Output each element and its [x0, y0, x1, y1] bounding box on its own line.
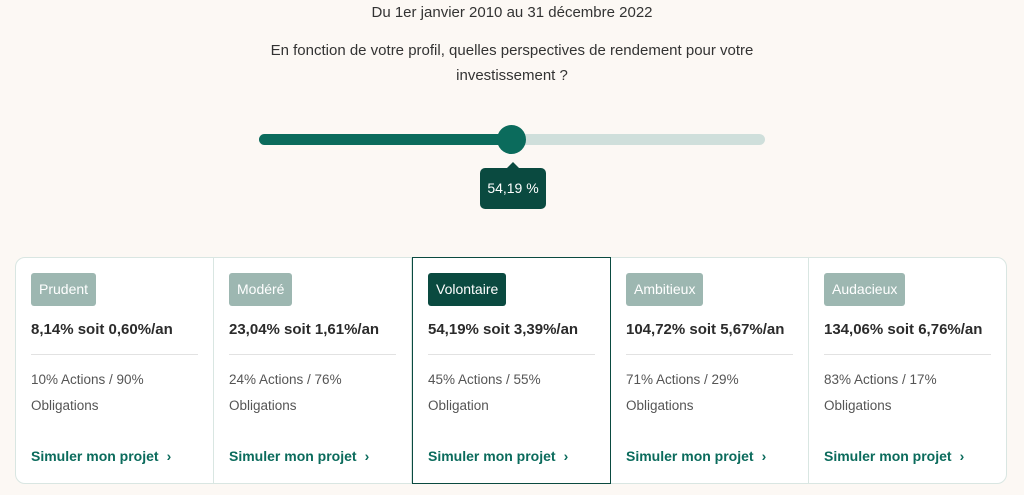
- profile-badge: Ambitieux: [626, 273, 704, 306]
- card-divider: [824, 354, 991, 355]
- profile-card-prudent[interactable]: Prudent 8,14% soit 0,60%/an 10% Actions …: [16, 258, 214, 483]
- return-slider[interactable]: [259, 125, 765, 154]
- profile-card-modere[interactable]: Modéré 23,04% soit 1,61%/an 24% Actions …: [214, 258, 412, 483]
- profile-performance: 134,06% soit 6,76%/an: [824, 321, 983, 338]
- simulate-label: Simuler mon projet: [229, 448, 357, 464]
- profile-allocation: 24% Actions / 76% Obligations: [229, 372, 342, 413]
- simulate-button[interactable]: Simuler mon projet ›: [229, 448, 369, 464]
- profile-allocation: 83% Actions / 17% Obligations: [824, 372, 937, 413]
- profile-allocation: 45% Actions / 55% Obligation: [428, 372, 541, 413]
- chevron-right-icon: ›: [959, 448, 965, 464]
- question-text: En fonction de votre profil, quelles per…: [270, 42, 754, 84]
- profile-card-volontaire[interactable]: Volontaire 54,19% soit 3,39%/an 45% Acti…: [412, 257, 611, 484]
- slider-thumb[interactable]: [497, 125, 526, 154]
- profile-allocation: 71% Actions / 29% Obligations: [626, 372, 739, 413]
- profile-cards: Prudent 8,14% soit 0,60%/an 10% Actions …: [15, 257, 1007, 484]
- profile-allocation: 10% Actions / 90% Obligations: [31, 372, 144, 413]
- profile-performance: 8,14% soit 0,60%/an: [31, 321, 173, 338]
- simulate-button[interactable]: Simuler mon projet ›: [428, 448, 568, 464]
- card-divider: [229, 354, 396, 355]
- card-divider: [626, 354, 793, 355]
- chevron-right-icon: ›: [563, 448, 569, 464]
- simulate-button[interactable]: Simuler mon projet ›: [31, 448, 171, 464]
- simulate-label: Simuler mon projet: [428, 448, 556, 464]
- profile-badge: Audacieux: [824, 273, 906, 306]
- simulate-button[interactable]: Simuler mon projet ›: [824, 448, 964, 464]
- chevron-right-icon: ›: [364, 448, 370, 464]
- chevron-right-icon: ›: [761, 448, 767, 464]
- profile-performance: 54,19% soit 3,39%/an: [428, 321, 579, 338]
- profile-badge: Volontaire: [428, 273, 507, 306]
- simulate-button[interactable]: Simuler mon projet ›: [626, 448, 766, 464]
- profile-badge: Prudent: [31, 273, 97, 306]
- simulate-label: Simuler mon projet: [824, 448, 952, 464]
- simulate-label: Simuler mon projet: [626, 448, 754, 464]
- profile-card-ambitieux[interactable]: Ambitieux 104,72% soit 5,67%/an 71% Acti…: [611, 258, 809, 483]
- card-divider: [428, 354, 595, 355]
- card-divider: [31, 354, 198, 355]
- chevron-right-icon: ›: [166, 448, 172, 464]
- profile-card-audacieux[interactable]: Audacieux 134,06% soit 6,76%/an 83% Acti…: [809, 258, 1006, 483]
- period-text: Du 1er janvier 2010 au 31 décembre 2022: [371, 4, 653, 21]
- slider-fill: [259, 134, 512, 145]
- simulate-label: Simuler mon projet: [31, 448, 159, 464]
- slider-value-tooltip: 54,19 %: [480, 162, 546, 209]
- profile-performance: 104,72% soit 5,67%/an: [626, 321, 785, 338]
- profile-badge: Modéré: [229, 273, 293, 306]
- profile-performance: 23,04% soit 1,61%/an: [229, 321, 380, 338]
